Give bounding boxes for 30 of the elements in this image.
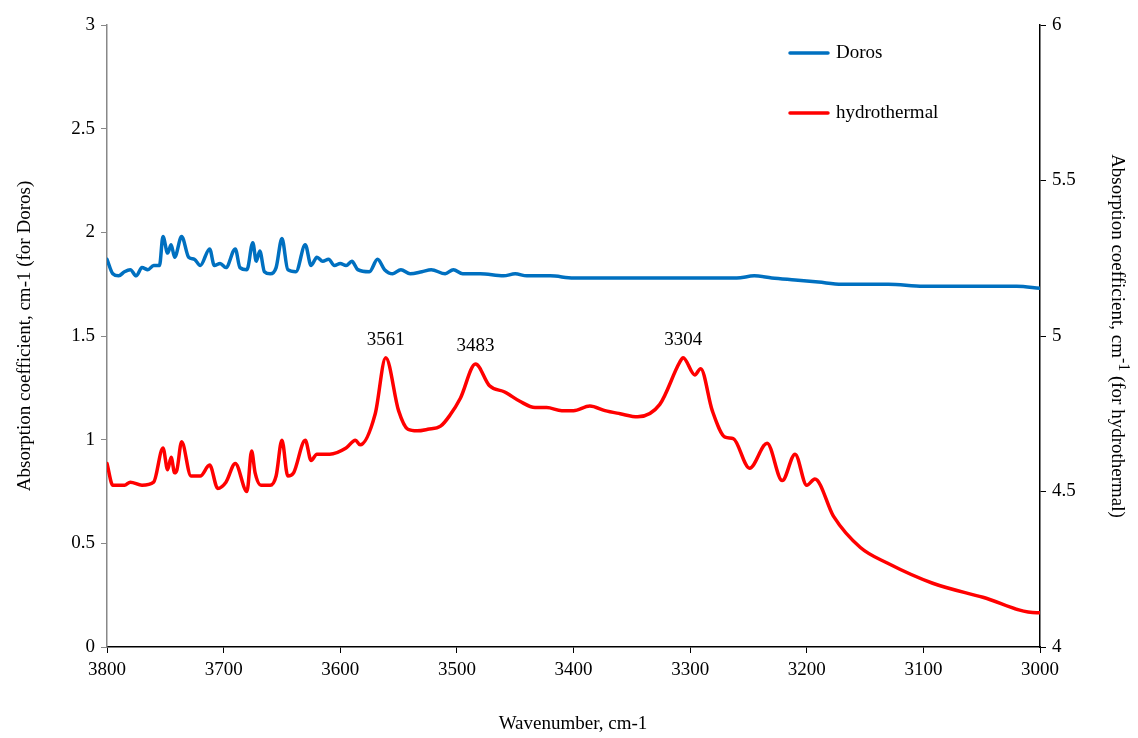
y2-tick-label: 5 [1052, 323, 1062, 345]
annotation: 3561 [366, 328, 405, 350]
x-tick-label: 3000 [1021, 658, 1059, 680]
legend-label: hydrothermal [836, 100, 939, 122]
x-tick-label: 3300 [671, 658, 710, 680]
y-tick-label: 1.5 [71, 323, 95, 345]
x-tick-label: 3600 [321, 658, 360, 680]
x-tick-label: 3700 [204, 658, 243, 680]
x-tick-label: 3400 [554, 658, 593, 680]
y2-tick-label: 4 [1052, 634, 1062, 656]
line-series [107, 234, 1040, 291]
x-axis-title: Wavenumber, cm-1 [498, 712, 648, 734]
x-tick-label: 3800 [88, 658, 126, 680]
y-tick-label: 2.5 [71, 116, 95, 138]
y-tick-label: 2 [85, 220, 95, 242]
y-tick-label: 1 [85, 427, 95, 449]
y-axis-title: Absorption coefficient, cm-1 (for Doros) [13, 180, 35, 492]
x-tick-label: 3500 [437, 658, 476, 680]
x-tick-label: 3100 [904, 658, 943, 680]
y2-tick-label: 6 [1052, 12, 1062, 34]
y-tick-label: 0 [85, 634, 95, 656]
y2-tick-label: 5.5 [1052, 168, 1076, 190]
y2-tick-label: 4.5 [1052, 479, 1076, 501]
x-tick-label: 3200 [787, 658, 826, 680]
annotation: 3304 [664, 328, 703, 350]
y-tick-label: 0.5 [71, 531, 95, 553]
line-series [107, 356, 1040, 615]
annotation: 3483 [456, 334, 495, 356]
y-tick-label: 3 [85, 12, 95, 34]
legend-label: Doros [836, 40, 883, 62]
